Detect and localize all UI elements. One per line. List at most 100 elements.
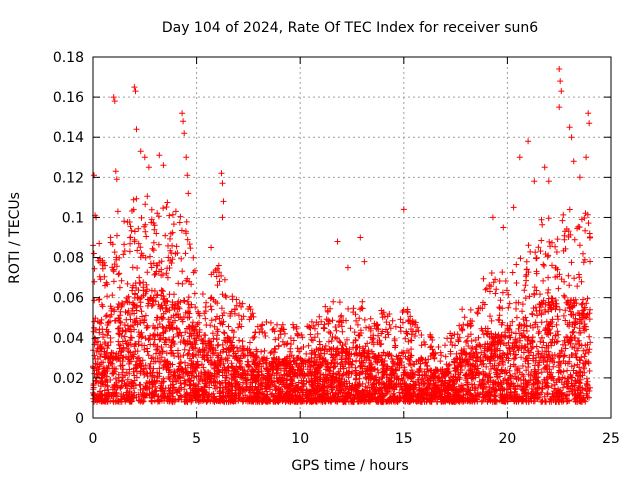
data-point	[570, 328, 577, 335]
data-point	[586, 230, 593, 237]
data-point	[167, 235, 173, 242]
data-point	[513, 280, 520, 286]
data-point	[580, 250, 586, 257]
data-point	[552, 274, 559, 281]
data-point	[523, 328, 530, 334]
data-point	[506, 300, 513, 307]
data-point	[120, 374, 126, 380]
data-point	[584, 394, 591, 401]
data-point	[449, 342, 456, 348]
data-point	[221, 276, 228, 283]
data-point	[179, 268, 186, 275]
data-point	[325, 338, 332, 345]
data-point	[104, 293, 111, 300]
data-point	[531, 284, 538, 291]
data-point	[490, 279, 497, 286]
data-point	[474, 309, 481, 316]
data-point	[141, 371, 148, 378]
data-point	[215, 341, 222, 348]
data-point	[116, 330, 123, 337]
data-point	[207, 303, 214, 310]
data-point	[462, 363, 469, 369]
data-point	[184, 362, 191, 369]
data-point	[129, 284, 136, 291]
data-point	[164, 199, 171, 206]
data-point	[584, 295, 591, 302]
data-point	[191, 374, 198, 381]
data-point	[529, 311, 536, 318]
data-point	[383, 319, 390, 326]
data-point	[527, 372, 534, 379]
data-point	[121, 333, 128, 340]
data-point	[122, 382, 129, 389]
data-point	[481, 345, 488, 352]
data-point	[387, 325, 394, 332]
data-point	[361, 316, 368, 323]
data-point	[581, 327, 588, 334]
data-point	[152, 298, 159, 305]
data-point	[484, 325, 491, 332]
data-point	[564, 367, 571, 374]
data-point	[374, 367, 381, 373]
data-point	[540, 261, 547, 268]
data-point	[316, 338, 323, 345]
data-point	[402, 335, 409, 342]
data-point	[166, 212, 173, 219]
data-point	[162, 232, 169, 239]
data-point	[555, 316, 562, 323]
data-point	[453, 377, 460, 384]
data-point	[97, 276, 104, 283]
data-point	[168, 250, 175, 256]
data-point	[148, 206, 155, 213]
data-point	[287, 345, 294, 352]
data-point	[200, 364, 207, 371]
data-point	[272, 383, 279, 390]
data-point	[320, 324, 327, 331]
data-point	[294, 345, 301, 352]
data-point	[519, 301, 526, 308]
data-point	[115, 315, 122, 321]
data-point	[578, 278, 585, 285]
data-point	[107, 234, 114, 241]
data-point	[227, 313, 234, 319]
data-point	[165, 242, 171, 249]
data-point	[422, 341, 429, 348]
data-point	[444, 335, 451, 342]
data-point	[98, 320, 104, 327]
data-point	[294, 330, 301, 337]
data-point	[415, 327, 422, 334]
data-point	[244, 377, 251, 384]
data-point	[154, 291, 161, 298]
data-point	[190, 319, 196, 326]
data-point	[472, 357, 479, 364]
data-point	[169, 378, 176, 385]
data-point	[101, 273, 108, 280]
data-point	[214, 384, 220, 390]
data-point	[330, 298, 337, 305]
data-point	[513, 314, 520, 321]
data-point	[385, 331, 392, 338]
data-point	[523, 258, 530, 265]
data-point	[247, 339, 253, 346]
data-point	[539, 335, 545, 341]
data-point	[561, 232, 568, 239]
data-point	[131, 238, 138, 245]
data-point	[151, 288, 158, 294]
data-point	[173, 243, 180, 250]
data-point	[228, 360, 235, 367]
data-point	[578, 301, 585, 308]
data-point	[267, 350, 274, 356]
data-point	[216, 269, 222, 276]
data-point	[225, 323, 232, 330]
data-point	[125, 342, 132, 348]
data-point	[135, 341, 142, 348]
data-point	[179, 280, 186, 287]
data-point	[144, 269, 151, 276]
data-point	[519, 308, 526, 315]
data-point	[272, 336, 279, 343]
data-point	[183, 218, 190, 225]
data-point	[553, 249, 560, 255]
data-point	[376, 384, 383, 391]
data-point	[178, 255, 185, 262]
